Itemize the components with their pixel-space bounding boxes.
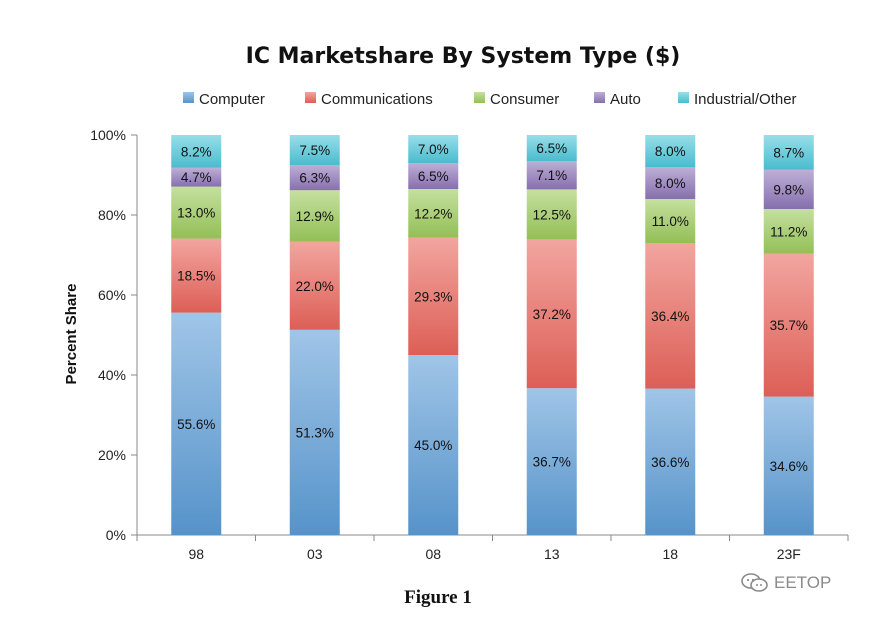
bar-industrial-other-13 (526, 135, 577, 161)
x-tick-label: 13 (544, 546, 560, 562)
data-label: 12.9% (296, 209, 334, 224)
bar-computer-98 (171, 312, 222, 535)
data-label: 9.8% (773, 182, 804, 197)
data-label: 11.2% (770, 224, 807, 239)
y-tick-label: 0% (106, 527, 126, 543)
legend-swatch (594, 92, 605, 103)
bar-computer-18 (645, 388, 696, 535)
legend-label: Auto (610, 91, 641, 108)
y-axis-label: Percent Share (63, 284, 80, 385)
bar-auto-23f (763, 169, 814, 209)
chart-title: IC Marketshare By System Type ($) (246, 44, 681, 69)
data-label: 8.0% (655, 144, 686, 159)
watermark: EETOP (740, 572, 831, 594)
data-label: 51.3% (296, 425, 334, 440)
y-tick-label: 40% (98, 367, 126, 383)
bar-consumer-23f (763, 209, 814, 254)
bar-auto-13 (526, 161, 577, 190)
axes: 0% 20% 40% 60% 80% 100% 98 03 08 13 18 23F (90, 127, 849, 562)
legend-item-computer: Computer (183, 91, 265, 108)
legend-label: Industrial/Other (694, 91, 797, 108)
data-label: 13.0% (177, 206, 215, 221)
bar-communications-18 (645, 243, 696, 389)
x-tick-label: 98 (188, 546, 204, 562)
y-tick-label: 80% (98, 207, 126, 223)
data-label: 7.1% (536, 168, 567, 183)
data-label: 8.0% (655, 176, 686, 191)
data-label: 12.5% (533, 207, 571, 222)
data-label: 7.5% (299, 143, 330, 158)
bar-auto-08 (408, 163, 459, 189)
data-label: 7.0% (418, 142, 449, 157)
data-label: 4.7% (181, 170, 212, 185)
legend-item-industrial-other: Industrial/Other (678, 91, 797, 108)
data-label: 8.7% (773, 145, 804, 160)
wechat-icon (741, 573, 768, 592)
data-label: 36.7% (533, 455, 571, 470)
legend-swatch (305, 92, 316, 103)
bar-auto-98 (171, 167, 222, 187)
legend-label: Computer (199, 91, 265, 108)
data-label: 8.2% (181, 144, 212, 159)
data-label: 6.3% (299, 171, 330, 186)
data-label: 37.2% (533, 307, 571, 322)
bar-industrial-other-18 (645, 135, 696, 167)
bar-computer-23f (763, 396, 814, 535)
bar-auto-03 (289, 165, 340, 191)
y-tick-label: 100% (90, 127, 126, 143)
data-label: 36.4% (651, 309, 689, 324)
bar-computer-03 (289, 329, 340, 535)
bar-industrial-other-98 (171, 135, 222, 168)
data-label: 6.5% (536, 141, 567, 156)
bar-industrial-other-23f (763, 135, 814, 170)
legend-swatch (183, 92, 194, 103)
bar-communications-23f (763, 253, 814, 397)
legend-label: Consumer (490, 91, 559, 108)
legend-item-consumer: Consumer (474, 91, 559, 108)
legend-label: Communications (321, 91, 433, 108)
data-label: 12.2% (414, 206, 452, 221)
legend-item-auto: Auto (594, 91, 641, 108)
data-label: 11.0% (652, 214, 689, 229)
bar-communications-03 (289, 241, 340, 330)
bar-auto-18 (645, 167, 696, 199)
x-tick-label: 08 (425, 546, 441, 562)
data-label: 35.7% (770, 318, 808, 333)
y-tick-label: 60% (98, 287, 126, 303)
bar-industrial-other-08 (408, 135, 459, 163)
legend-swatch (678, 92, 689, 103)
x-tick-label: 03 (307, 546, 323, 562)
legend: Computer Communications Consumer Auto Indust… (183, 91, 797, 108)
watermark-text: EETOP (774, 573, 832, 592)
data-label: 55.6% (177, 417, 215, 432)
bar-consumer-08 (408, 189, 459, 238)
bar-consumer-98 (171, 186, 222, 239)
legend-swatch (474, 92, 485, 103)
data-label: 45.0% (414, 438, 452, 453)
bar-computer-13 (526, 388, 577, 535)
bar-communications-13 (526, 239, 577, 389)
y-tick-label: 20% (98, 447, 126, 463)
bar-consumer-03 (289, 190, 340, 242)
bar-consumer-18 (645, 199, 696, 243)
data-label: 29.3% (414, 289, 452, 304)
data-labels: 55.6% 18.5% 13.0% 4.7% 8.2% 51.3% 22.0% 12.9% 6.… (177, 141, 808, 474)
figure-caption: Figure 1 (404, 587, 472, 608)
legend-item-communications: Communications (305, 91, 433, 108)
data-label: 18.5% (177, 269, 215, 284)
data-label: 34.6% (770, 459, 808, 474)
bar-industrial-other-03 (289, 135, 340, 165)
bars (171, 135, 814, 535)
x-tick-label: 23F (777, 546, 801, 562)
x-tick-label: 18 (662, 546, 678, 562)
data-label: 22.0% (296, 279, 334, 294)
bar-communications-98 (171, 238, 222, 313)
bar-computer-08 (408, 355, 459, 535)
bar-consumer-13 (526, 189, 577, 240)
data-label: 36.6% (651, 455, 689, 470)
data-label: 6.5% (418, 169, 449, 184)
bar-communications-08 (408, 237, 459, 355)
